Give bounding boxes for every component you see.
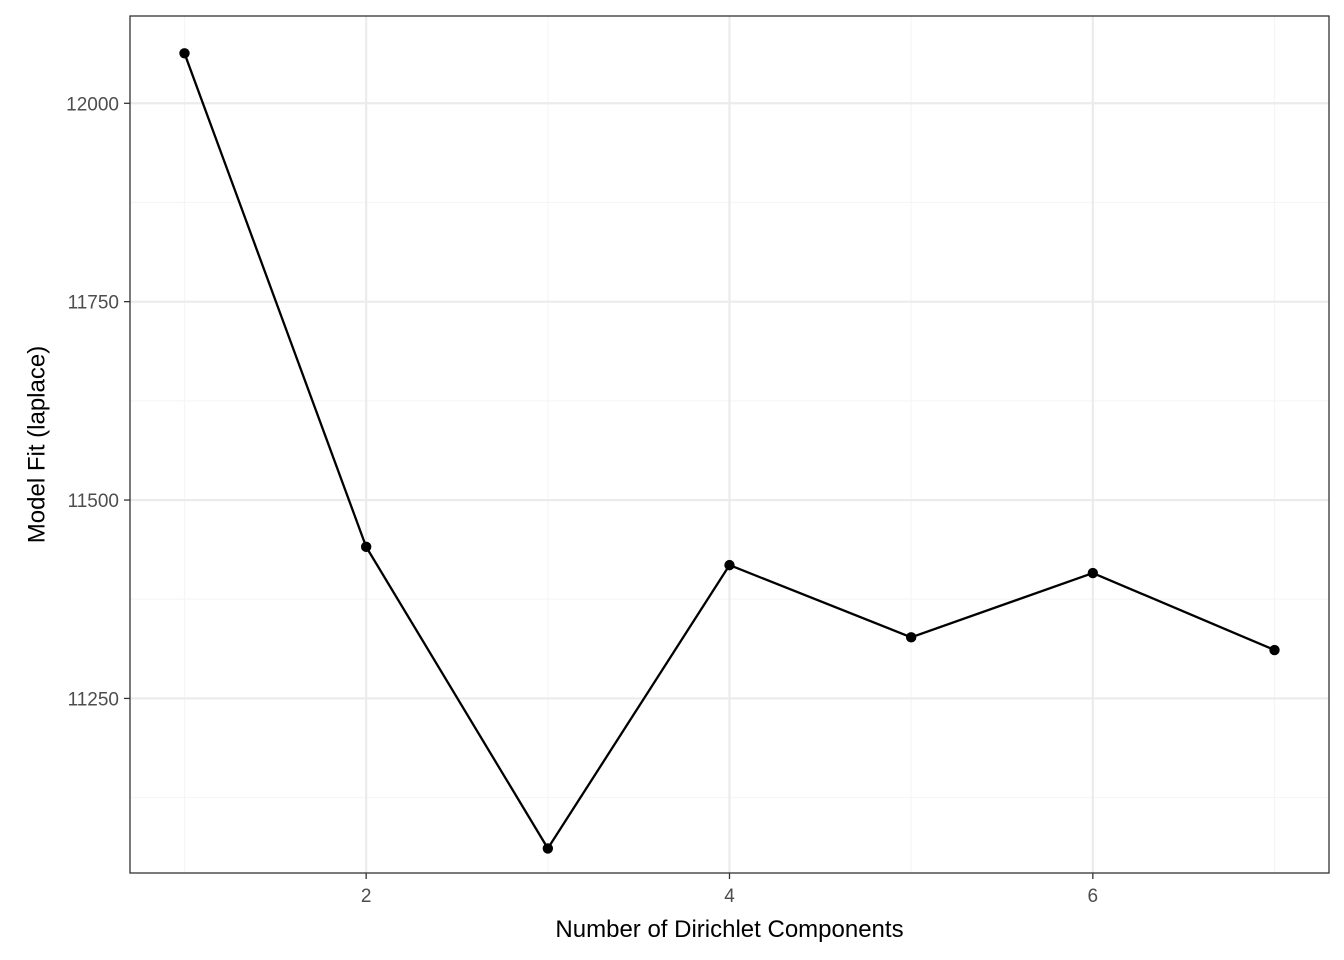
x-axis-ticks: 2 4 6 — [361, 873, 1098, 907]
data-point — [360, 541, 372, 553]
x-tick-label: 2 — [361, 886, 372, 907]
x-axis-title: Number of Dirichlet Components — [555, 916, 903, 943]
data-point — [905, 632, 917, 643]
data-point — [724, 559, 735, 571]
y-tick-label: 12000 — [66, 94, 119, 115]
data-point — [542, 843, 554, 854]
y-tick-label: 11500 — [68, 491, 119, 512]
y-axis-ticks: 11250 11500 11750 12000 — [66, 94, 130, 710]
x-tick-label: 6 — [1088, 886, 1099, 907]
data-point — [179, 48, 190, 59]
major-gridlines — [130, 16, 1329, 873]
y-axis-title: Model Fit (laplace) — [23, 346, 50, 543]
series-layer — [179, 48, 1280, 854]
data-point — [1087, 567, 1099, 579]
y-tick-label: 11250 — [68, 689, 119, 710]
x-tick-label: 4 — [724, 886, 735, 907]
y-tick-label: 11750 — [68, 293, 119, 314]
data-point — [1269, 644, 1280, 656]
